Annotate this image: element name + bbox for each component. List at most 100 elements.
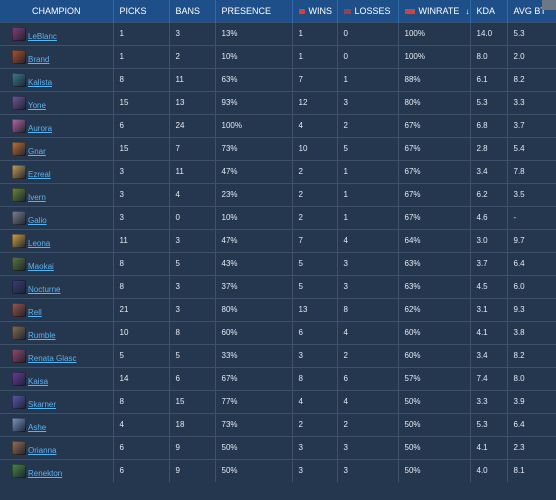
champion-link[interactable]: Ivern — [28, 192, 46, 202]
cell-winrate: 57% — [398, 366, 471, 390]
cell-winrate: 63% — [398, 251, 471, 275]
cell-presence: 67% — [215, 366, 293, 390]
champion-portrait-icon — [12, 256, 26, 271]
cell-kda: 4.1 — [470, 435, 508, 459]
header-presence[interactable]: PRESENCE — [215, 0, 293, 22]
cell-wins: 3 — [292, 343, 338, 367]
cell-losses: 2 — [337, 113, 399, 137]
cell-losses: 8 — [337, 297, 399, 321]
cell-winrate: 67% — [398, 205, 471, 229]
cell-avg-bt: 3.8 — [507, 320, 556, 344]
champion-link[interactable]: Renekton — [28, 468, 63, 478]
cell-avg-bt: 9.7 — [507, 228, 556, 252]
champion-link[interactable]: Kaisa — [28, 376, 49, 386]
champion-link[interactable]: Maokai — [28, 261, 54, 271]
cell-kda: 7.4 — [470, 366, 508, 390]
cell-losses: 3 — [337, 251, 399, 275]
header-picks[interactable]: PICKS — [113, 0, 170, 22]
champion-cell: Aurora — [0, 113, 114, 137]
cell-losses: 5 — [337, 136, 399, 160]
winrate-marker-icon — [404, 8, 415, 14]
champion-link[interactable]: Kalista — [28, 77, 53, 87]
table-row: Ashe 4 18 73% 2 2 50% 5.3 6.4 — [0, 412, 556, 436]
champion-link[interactable]: Skarner — [28, 399, 57, 409]
champion-cell: Maokai — [0, 251, 114, 275]
champion-link[interactable]: Rumble — [28, 330, 56, 340]
champion-link[interactable]: Yone — [28, 100, 46, 110]
champion-cell: Gnar — [0, 136, 114, 160]
table-row: Nocturne 8 3 37% 5 3 63% 4.5 6.0 — [0, 274, 556, 298]
cell-presence: 10% — [215, 205, 293, 229]
champion-link[interactable]: Renata Glasc — [28, 353, 77, 363]
cell-picks: 3 — [113, 182, 170, 206]
cell-bans: 11 — [169, 159, 216, 183]
cell-bans: 13 — [169, 90, 216, 114]
header-wins[interactable]: WINS — [292, 0, 338, 22]
cell-kda: 3.4 — [470, 343, 508, 367]
header-losses[interactable]: LOSSES — [337, 0, 399, 22]
champion-portrait-icon — [12, 141, 26, 156]
champion-link[interactable]: Orianna — [28, 445, 57, 455]
cell-winrate: 67% — [398, 113, 471, 137]
losses-marker-icon — [343, 8, 351, 14]
cell-losses: 3 — [337, 274, 399, 298]
champion-cell: Yone — [0, 90, 114, 114]
cell-bans: 6 — [169, 366, 216, 390]
table-row: Renata Glasc 5 5 33% 3 2 60% 3.4 8.2 — [0, 343, 556, 367]
cell-avg-bt: 6.4 — [507, 412, 556, 436]
cell-presence: 23% — [215, 182, 293, 206]
champion-link[interactable]: Rell — [28, 307, 42, 317]
cell-picks: 4 — [113, 412, 170, 436]
cell-wins: 1 — [292, 44, 338, 68]
champion-portrait-icon — [12, 210, 26, 225]
cell-picks: 1 — [113, 44, 170, 68]
champion-link[interactable]: Nocturne — [28, 284, 61, 294]
champion-link[interactable]: Ashe — [28, 422, 47, 432]
champion-link[interactable]: Leona — [28, 238, 51, 248]
cell-kda: 6.1 — [470, 67, 508, 91]
cell-losses: 1 — [337, 182, 399, 206]
cell-kda: 4.6 — [470, 205, 508, 229]
header-kda[interactable]: KDA — [470, 0, 508, 22]
cell-wins: 6 — [292, 320, 338, 344]
cell-winrate: 50% — [398, 412, 471, 436]
header-row: CHAMPION PICKS BANS PRESENCE WINS LOSSES… — [0, 0, 556, 22]
table-row: Skarner 8 15 77% 4 4 50% 3.3 3.9 — [0, 389, 556, 413]
cell-presence: 47% — [215, 228, 293, 252]
cell-bans: 3 — [169, 21, 216, 45]
cell-bans: 5 — [169, 343, 216, 367]
cell-bans: 7 — [169, 136, 216, 160]
cell-presence: 60% — [215, 320, 293, 344]
champion-link[interactable]: LeBlanc — [28, 31, 57, 41]
header-bans[interactable]: BANS — [169, 0, 216, 22]
champion-link[interactable]: Aurora — [28, 123, 53, 133]
scrollbar-corner[interactable] — [542, 0, 556, 10]
cell-losses: 3 — [337, 435, 399, 459]
cell-presence: 80% — [215, 297, 293, 321]
cell-wins: 3 — [292, 458, 338, 482]
cell-wins: 2 — [292, 412, 338, 436]
cell-avg-bt: 8.0 — [507, 366, 556, 390]
champion-cell: Ezreal — [0, 159, 114, 183]
cell-avg-bt: 7.8 — [507, 159, 556, 183]
header-winrate[interactable]: WINRATE ↓ — [398, 0, 471, 22]
header-champion[interactable]: CHAMPION — [0, 0, 114, 22]
cell-presence: 47% — [215, 159, 293, 183]
champion-link[interactable]: Galio — [28, 215, 47, 225]
cell-avg-bt: 6.0 — [507, 274, 556, 298]
champion-link[interactable]: Ezreal — [28, 169, 51, 179]
cell-losses: 4 — [337, 320, 399, 344]
cell-presence: 73% — [215, 136, 293, 160]
cell-kda: 6.8 — [470, 113, 508, 137]
cell-presence: 43% — [215, 251, 293, 275]
champion-link[interactable]: Brand — [28, 54, 50, 64]
champion-link[interactable]: Gnar — [28, 146, 46, 156]
cell-bans: 9 — [169, 435, 216, 459]
cell-wins: 3 — [292, 435, 338, 459]
champion-portrait-icon — [12, 233, 26, 248]
cell-wins: 5 — [292, 251, 338, 275]
cell-kda: 4.0 — [470, 458, 508, 482]
cell-bans: 24 — [169, 113, 216, 137]
table-row: Brand 1 2 10% 1 0 100% 8.0 2.0 — [0, 44, 556, 68]
